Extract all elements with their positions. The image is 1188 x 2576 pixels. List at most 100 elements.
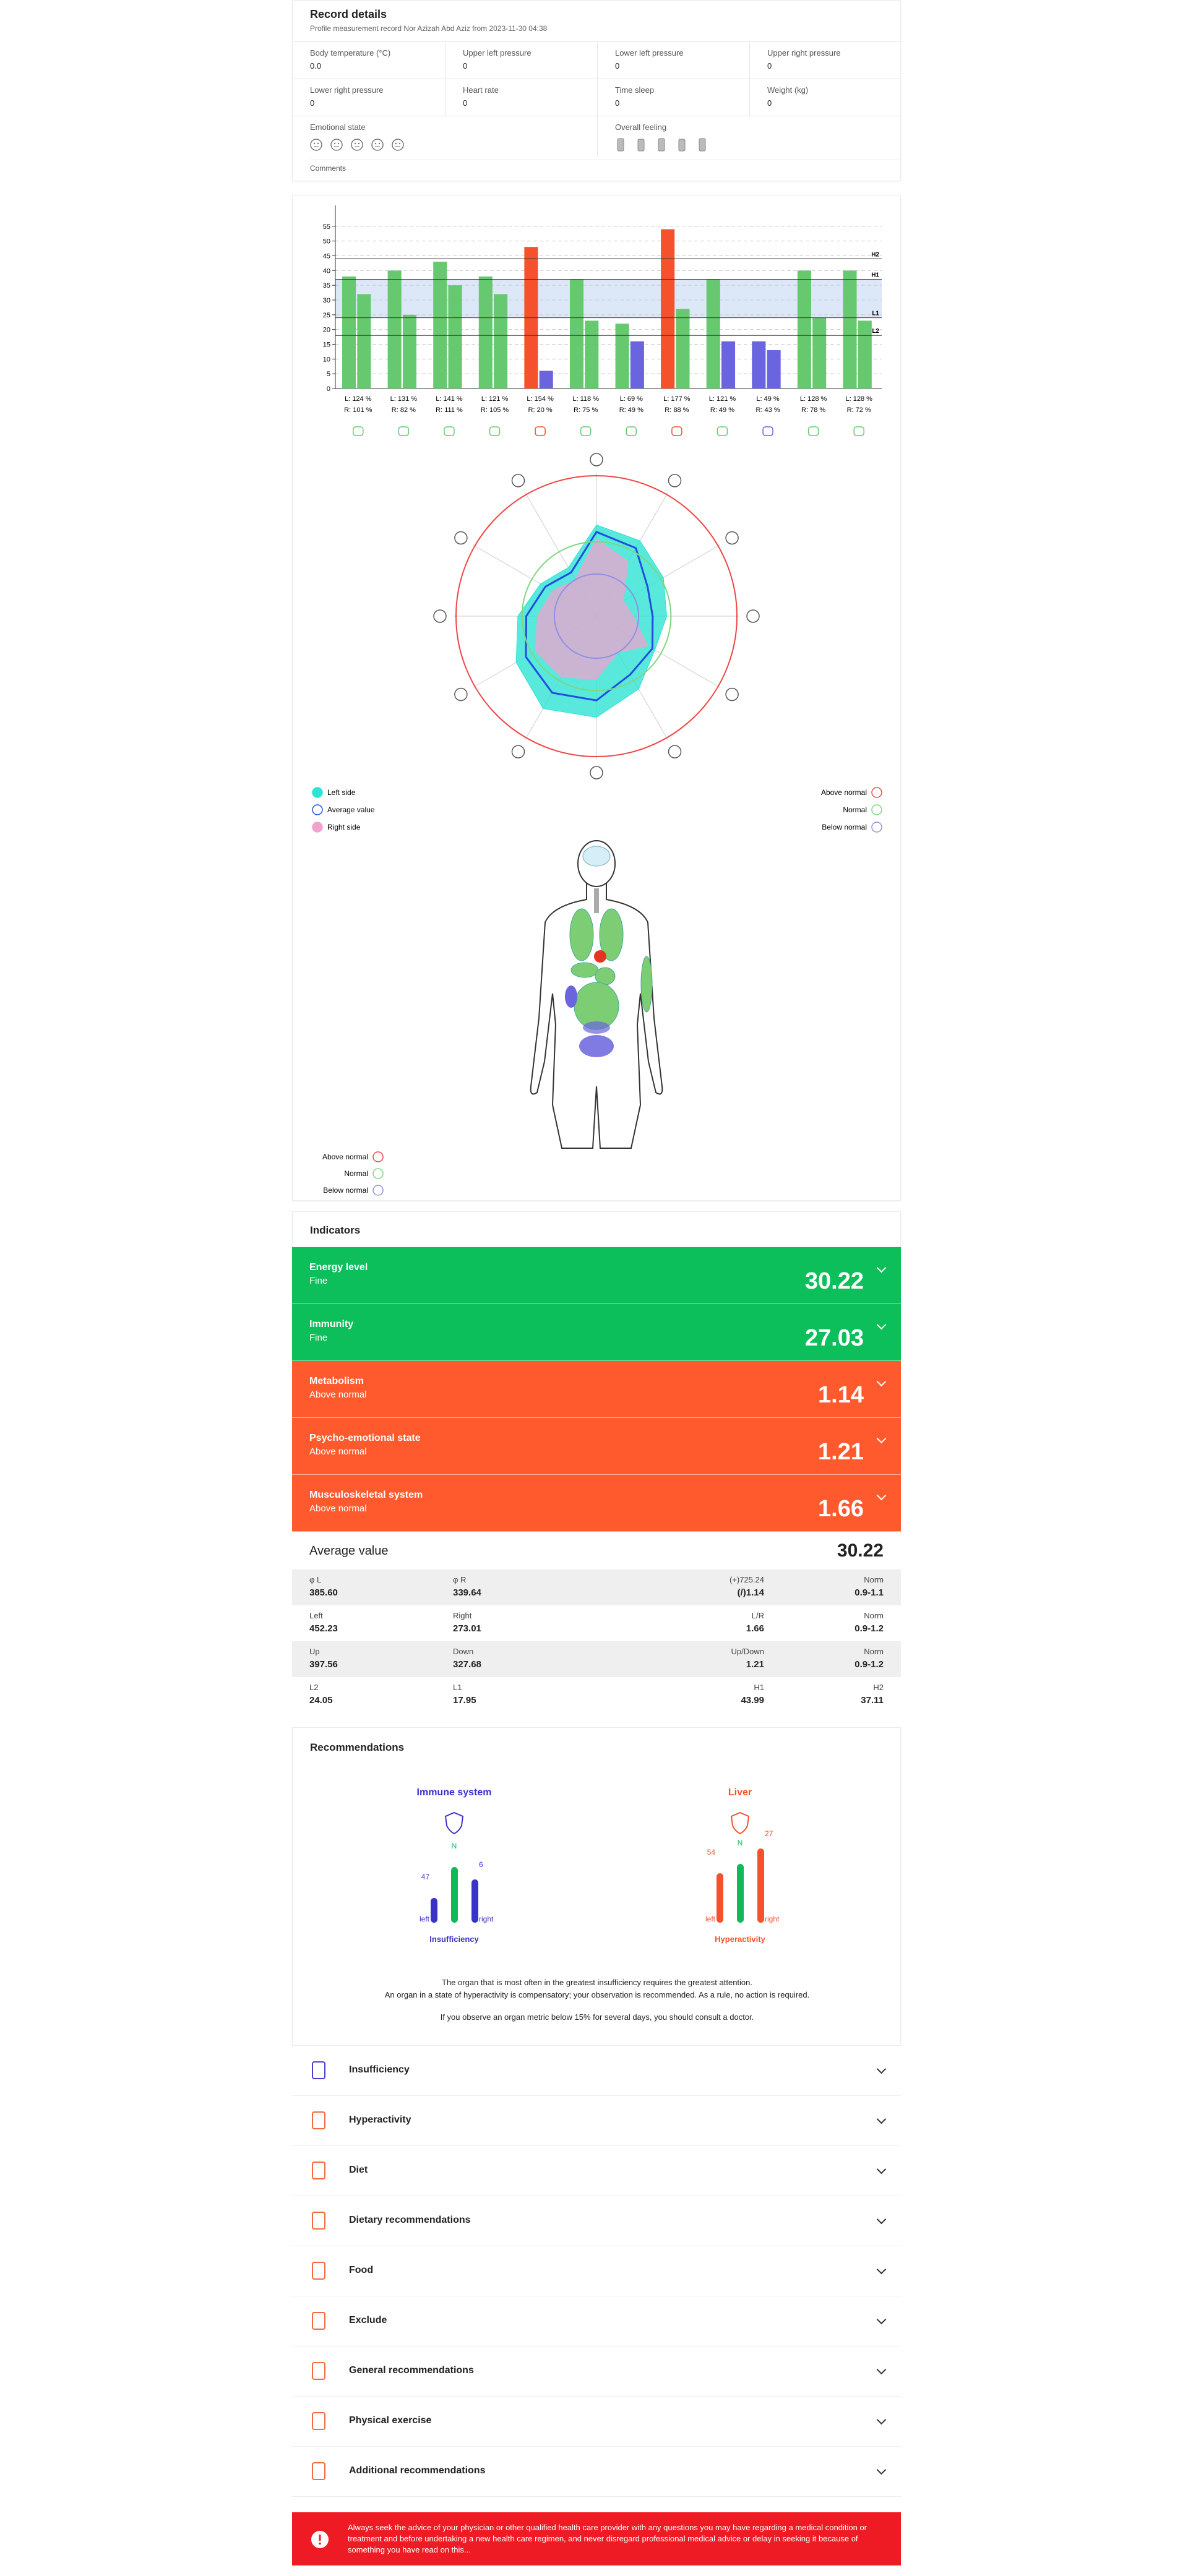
chevron — [876, 2164, 887, 2175]
left-label: L: 124 % — [345, 395, 372, 403]
section-title: Hyperactivity — [349, 2114, 411, 2125]
reference-label: L2 — [872, 328, 879, 335]
y-tick-label: 50 — [323, 238, 330, 246]
radar-series — [535, 538, 648, 680]
indicator-status: Above normal — [309, 1389, 367, 1400]
accordion-item[interactable]: Hyperactivity — [292, 2096, 901, 2146]
left-label: L: 177 % — [663, 395, 691, 403]
field-label: Lower right pressure — [310, 85, 384, 95]
right-label: R: 82 % — [392, 406, 416, 414]
accordion-item[interactable]: General recommendations — [292, 2346, 901, 2397]
norm-band — [335, 279, 882, 318]
recommendation-text: If you observe an organ metric below 15%… — [440, 2012, 754, 2022]
field-label: Time sleep — [615, 85, 655, 95]
indicator-row[interactable]: Immunity Fine 27.03 — [292, 1304, 901, 1361]
legend-marker — [312, 804, 323, 815]
organ-title: Liver — [728, 1787, 752, 1798]
indicators-header: Indicators — [292, 1211, 901, 1247]
cell-value: 0.9-1.2 — [854, 1659, 884, 1670]
face-icon — [351, 139, 363, 151]
field: Lower right pressure 0 — [293, 79, 445, 116]
heart — [594, 950, 606, 963]
right-label: R: 75 % — [574, 406, 598, 414]
legend-label: Above normal — [322, 1153, 368, 1161]
section-icon-shape — [312, 2212, 325, 2230]
indicator-row[interactable]: Musculoskeletal system Above normal 1.66 — [292, 1475, 901, 1532]
bar — [387, 270, 402, 389]
right-label: R: 20 % — [528, 406, 553, 414]
charts: 0 5 10 15 20 25 30 35 40 45 50 55 H2 H1 L1 L2 L: 124 % R:… — [312, 205, 882, 1196]
field-value: 0 — [767, 61, 772, 71]
organ-icon — [807, 426, 819, 436]
section-icon-shape — [312, 2162, 325, 2179]
bar — [797, 270, 811, 389]
eye — [337, 142, 340, 145]
state-field: Overall feeling — [597, 116, 902, 157]
accordion-item[interactable]: Exclude — [292, 2296, 901, 2346]
indicator-name: Immunity — [309, 1319, 354, 1329]
organ-n: N — [451, 1842, 457, 1850]
cell-label: Up/Down — [731, 1647, 764, 1656]
indicator-row[interactable]: Energy level Fine 30.22 — [292, 1247, 901, 1304]
right-label: R: 49 % — [710, 406, 734, 414]
accordion-item[interactable]: Dietary recommendations — [292, 2196, 901, 2246]
organ-right-value: 6 — [479, 1860, 483, 1869]
accordion-item[interactable]: Diet — [292, 2146, 901, 2196]
left-label: L: 69 % — [620, 395, 644, 403]
bar — [661, 229, 675, 389]
section-icon — [312, 2462, 325, 2480]
indicator-row[interactable]: Metabolism Above normal 1.14 — [292, 1361, 901, 1418]
accordion-item[interactable]: Insufficiency — [292, 2046, 901, 2096]
section-icon-shape — [312, 2262, 325, 2280]
chevron — [876, 2264, 887, 2275]
y-tick-label: 0 — [327, 385, 330, 393]
indicator-status: Fine — [309, 1333, 328, 1343]
field-value: 0 — [463, 98, 468, 108]
cell-label: Norm — [864, 1647, 884, 1656]
axis-icon — [590, 766, 603, 779]
feeling-icon — [658, 138, 665, 152]
face — [330, 139, 343, 151]
y-tick-label: 15 — [323, 341, 330, 349]
section-title: General recommendations — [349, 2365, 474, 2376]
left-label: L: 131 % — [390, 395, 418, 403]
indicator-row[interactable]: Psycho-emotional state Above normal 1.21 — [292, 1418, 901, 1475]
lung — [569, 908, 594, 961]
organ-icon — [398, 426, 410, 436]
left-label: L: 118 % — [572, 395, 599, 403]
bar — [752, 341, 766, 389]
chevron — [876, 2064, 887, 2074]
section-icon-shape — [312, 2061, 325, 2079]
field: Upper left pressure 0 — [445, 41, 597, 79]
field-value: 0 — [615, 98, 620, 108]
field: Upper right pressure 0 — [749, 41, 902, 79]
accordion-item[interactable]: Physical exercise — [292, 2397, 901, 2447]
eye — [378, 142, 381, 145]
legend-marker — [312, 822, 323, 833]
field: Body temperature (°C) 0.0 — [293, 41, 445, 79]
cell-value: 24.05 — [309, 1695, 333, 1706]
accordion-item[interactable]: Food — [292, 2246, 901, 2296]
chevron — [876, 2465, 887, 2475]
field-value: 0.0 — [310, 61, 322, 71]
disclaimer-text: Always seek the advice of your physician… — [348, 2523, 867, 2554]
trachea — [594, 888, 599, 913]
bar — [676, 309, 690, 389]
chart-card: 0 5 10 15 20 25 30 35 40 45 50 55 H2 H1 L1 L2 L: 124 % R:… — [292, 195, 901, 1201]
organ-bar — [431, 1898, 437, 1923]
right-label: R: 72 % — [847, 406, 871, 414]
section-icon — [312, 2362, 325, 2380]
section-title: Exclude — [349, 2315, 387, 2325]
pelvic-organ — [583, 1021, 610, 1034]
cell-label: (+)725.24 — [729, 1575, 764, 1584]
average-value: 30.22 — [837, 1540, 884, 1561]
bar — [494, 294, 508, 389]
organ-left-label: left — [705, 1915, 715, 1923]
state-icons — [617, 138, 706, 152]
accordion-item[interactable]: Additional recommendations — [292, 2447, 901, 2497]
subtitle: Profile measurement record Nor Azizah Ab… — [310, 24, 548, 33]
warning-icon — [311, 2531, 329, 2548]
organ-bars — [431, 1867, 478, 1923]
section-icon — [312, 2212, 325, 2230]
organ-right-label: right — [479, 1915, 494, 1923]
